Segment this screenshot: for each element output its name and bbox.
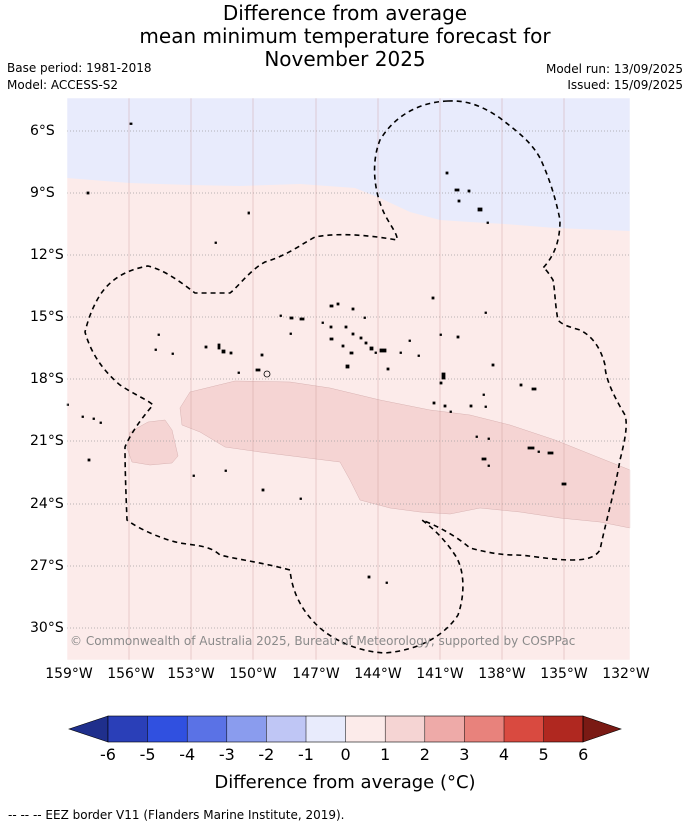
colorbar-bin xyxy=(504,716,544,742)
colorbar-tick: -2 xyxy=(258,745,275,764)
lon-label: 153°W xyxy=(167,666,215,682)
colorbar-tick: -4 xyxy=(179,745,196,764)
colorbar-label: Difference from average (°C) xyxy=(214,772,476,793)
colorbar xyxy=(68,715,622,743)
colorbar-bin xyxy=(187,716,227,742)
graticule xyxy=(67,98,630,660)
eez-border xyxy=(84,100,627,654)
lon-label: 135°W xyxy=(540,666,588,682)
title-line-3: November 2025 xyxy=(264,47,426,71)
lon-label: 156°W xyxy=(107,666,155,682)
lat-label: 12°S xyxy=(30,247,64,263)
lon-label: 138°W xyxy=(478,666,526,682)
colorbar-tick: -1 xyxy=(298,745,314,764)
lon-label: 141°W xyxy=(416,666,464,682)
lon-label: 132°W xyxy=(602,666,650,682)
colorbar-bin xyxy=(226,716,267,742)
anomaly-1-to-2-region xyxy=(179,380,631,529)
colorbar-bin xyxy=(266,716,306,742)
lon-label: 147°W xyxy=(292,666,340,682)
colorbar-bin xyxy=(306,716,346,742)
lat-label: 24°S xyxy=(30,496,64,512)
anomaly-minus1-to-0-region xyxy=(67,98,630,231)
colorbar-tick: 3 xyxy=(459,745,470,764)
colorbar-tick: 5 xyxy=(538,745,549,764)
anomaly-1-to-2-region-west xyxy=(126,419,179,466)
issued-date: Issued: 15/09/2025 xyxy=(567,78,683,92)
colorbar-bin xyxy=(385,716,425,742)
colorbar-tick: 6 xyxy=(578,745,589,764)
colorbar-bin xyxy=(464,716,504,742)
eez-footnote: -- -- -- EEZ border V11 (Flanders Marine… xyxy=(8,808,345,822)
lat-label: 15°S xyxy=(30,309,64,325)
lat-label: 27°S xyxy=(30,558,64,574)
base-period: Base period: 1981-2018 xyxy=(7,61,152,75)
lat-label: 18°S xyxy=(30,371,64,387)
colorbar-tick: -6 xyxy=(100,745,116,764)
lon-label: 144°W xyxy=(354,666,402,682)
lat-label: 9°S xyxy=(30,185,55,201)
colorbar-bin xyxy=(345,716,386,742)
island-specks xyxy=(66,122,567,584)
lon-label: 159°W xyxy=(45,666,93,682)
model-run: Model run: 13/09/2025 xyxy=(545,62,683,76)
colorbar-extend-low xyxy=(68,715,109,743)
colorbar-tick: 2 xyxy=(419,745,430,764)
colorbar-bin xyxy=(147,716,188,742)
lat-label: 21°S xyxy=(30,433,64,449)
model-name: Model: ACCESS-S2 xyxy=(7,78,119,92)
title-line-2: mean minimum temperature forecast for xyxy=(139,24,551,48)
lat-label: 6°S xyxy=(30,123,55,139)
colorbar-bin xyxy=(543,716,584,742)
copyright-notice: © Commonwealth of Australia 2025, Bureau… xyxy=(70,634,576,648)
colorbar-bin xyxy=(424,716,465,742)
colorbar-extend-high xyxy=(582,715,622,743)
title-line-1: Difference from average xyxy=(222,1,468,25)
colorbar-tick: 4 xyxy=(498,745,510,764)
colorbar-tick: 1 xyxy=(380,745,391,764)
colorbar-bin xyxy=(108,716,148,742)
lon-label: 150°W xyxy=(229,666,277,682)
lat-label: 30°S xyxy=(30,620,64,636)
colorbar-tick: -5 xyxy=(139,745,156,764)
colorbar-tick: 0 xyxy=(340,745,351,764)
colorbar-tick: -3 xyxy=(218,745,235,764)
